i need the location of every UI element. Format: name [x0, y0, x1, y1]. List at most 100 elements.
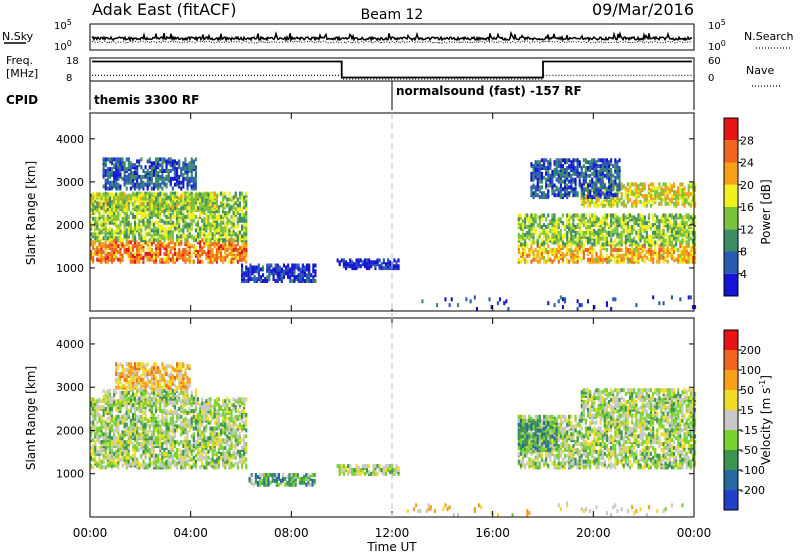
- power-echo-cell: [140, 211, 143, 215]
- power-echo-cell: [618, 166, 621, 170]
- power-echo-cell: [626, 188, 629, 193]
- power-echo-cell: [639, 199, 642, 204]
- nave-tick-top: 60: [708, 56, 721, 67]
- power-echo-cell: [245, 259, 248, 264]
- power-echo-cell: [169, 238, 172, 243]
- power-echo-cell: [673, 201, 676, 206]
- power-echo-cell: [370, 264, 373, 269]
- power-echo-cell: [113, 238, 116, 243]
- power-echo-cell: [148, 211, 151, 215]
- power-echo-cell: [578, 228, 581, 233]
- power-echo-cell: [230, 230, 233, 235]
- power-echo-cell: [635, 303, 638, 308]
- power-echo-cell: [238, 238, 241, 243]
- power-echo-cell: [134, 163, 137, 168]
- freq-label-line2: [MHz]: [6, 67, 38, 80]
- power-echo-cell: [131, 253, 134, 258]
- power-echo-cell: [582, 242, 585, 247]
- power-echo-cell: [683, 221, 686, 226]
- power-echo-cell: [612, 179, 615, 184]
- velocity-echo-cell: [102, 432, 105, 437]
- power-echo-cell: [603, 242, 606, 247]
- noise-right-label: N.Search: [744, 30, 794, 43]
- power-echo-cell: [194, 246, 197, 251]
- power-echo-cell: [102, 167, 105, 172]
- power-echo-cell: [547, 183, 550, 188]
- power-echo-cell: [689, 257, 692, 262]
- power-echo-cell: [104, 206, 107, 211]
- power-echo-cell: [194, 157, 197, 162]
- power-echo-cell: [192, 176, 195, 181]
- power-echo-cell: [584, 158, 587, 163]
- power-echo-cell: [549, 236, 552, 241]
- power-echo-cell: [125, 211, 128, 215]
- velocity-echo-cell: [111, 410, 114, 415]
- power-echo-cell: [245, 236, 248, 241]
- power-echo-cell: [142, 255, 145, 260]
- power-echo-cell: [557, 259, 560, 264]
- power-echo-cell: [572, 240, 575, 245]
- power-echo-cell: [545, 171, 548, 176]
- power-echo-cell: [652, 199, 655, 204]
- power-echo-cell: [117, 163, 120, 168]
- power-echo-cell: [134, 236, 137, 241]
- power-echo-cell: [660, 242, 663, 247]
- power-echo-cell: [618, 248, 621, 252]
- power-echo-cell: [570, 215, 573, 220]
- power-echo-cell: [444, 297, 447, 302]
- power-echo-cell: [224, 191, 227, 196]
- power-echo-cell: [545, 166, 548, 170]
- power-echo-cell: [190, 163, 193, 168]
- velocity-echo-cells: [90, 362, 697, 517]
- power-echo-cell: [106, 228, 109, 233]
- power-echo-cell: [123, 180, 126, 185]
- power-echo-cell: [192, 236, 195, 241]
- power-echo-cell: [610, 191, 613, 196]
- velocity-echo-cell: [108, 410, 111, 415]
- power-echo-cell: [593, 158, 596, 163]
- power-echo-cell: [530, 213, 533, 218]
- power-echo-cell: [555, 158, 558, 163]
- power-echo-cell: [683, 257, 686, 262]
- power-echo-cell: [121, 230, 124, 235]
- power-echo-cell: [591, 234, 594, 239]
- power-echo-cell: [601, 158, 604, 163]
- cpid-label: CPID: [6, 93, 38, 107]
- power-echo-cell: [197, 257, 200, 262]
- power-echo-cell: [620, 230, 623, 235]
- power-echo-cell: [155, 202, 158, 207]
- velocity-echo-cell: [125, 455, 128, 460]
- power-echo-cell: [119, 200, 122, 205]
- power-echo-cell: [178, 196, 181, 201]
- velocity-echo-cell: [102, 405, 105, 410]
- power-colorbar-segment: [724, 162, 738, 185]
- power-echo-cell: [262, 265, 265, 270]
- power-echo-cell: [576, 166, 579, 170]
- power-echo-cell: [211, 248, 214, 252]
- power-echo-cell: [576, 158, 579, 163]
- power-echo-cell: [100, 259, 103, 264]
- power-echo-cell: [146, 159, 149, 164]
- power-echo-cell: [612, 244, 615, 249]
- power-echo-cell: [190, 191, 193, 196]
- power-echo-cell: [207, 198, 210, 203]
- power-echo-cell: [620, 257, 623, 262]
- power-echo-cell: [576, 217, 579, 222]
- power-echo-cell: [238, 207, 241, 212]
- power-echo-cell: [301, 263, 304, 268]
- power-echo-cell: [205, 234, 208, 239]
- power-echo-cell: [555, 226, 558, 231]
- power-echo-cell: [608, 164, 611, 169]
- power-echo-cell: [578, 232, 581, 237]
- velocity-echo-cell: [117, 418, 120, 423]
- power-echo-cell: [215, 251, 218, 256]
- power-echo-cell: [662, 221, 665, 226]
- power-echo-cell: [173, 198, 176, 203]
- power-echo-cell: [192, 244, 195, 249]
- power-echo-cell: [568, 185, 571, 190]
- power-echo-cell: [637, 232, 640, 237]
- power-echo-cell: [629, 213, 632, 218]
- power-echo-cell: [268, 277, 271, 282]
- power-echo-cell: [670, 246, 673, 251]
- power-echo-cell: [169, 191, 172, 196]
